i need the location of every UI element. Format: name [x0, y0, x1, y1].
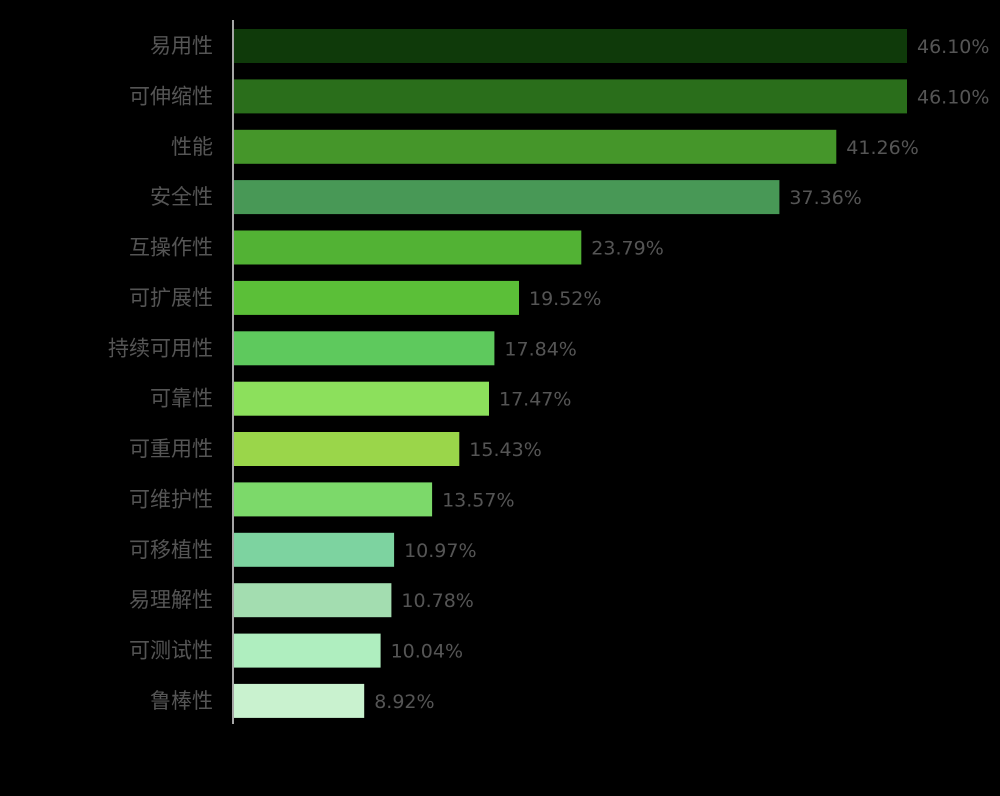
value-label-9: 13.57% [442, 489, 514, 511]
bar-0 [234, 29, 907, 63]
category-label-2: 性能 [171, 135, 213, 159]
value-label-0: 46.10% [917, 36, 989, 58]
category-label-11: 易理解性 [129, 588, 213, 612]
bar-13 [234, 683, 365, 718]
category-label-12: 可测试性 [129, 639, 213, 663]
bar-1 [234, 79, 907, 114]
bars-layer [234, 29, 907, 718]
category-label-1: 可伸缩性 [129, 84, 213, 108]
labels-layer: 易用性 46.10% 可伸缩性 46.10% 性能 41.26% 安全性 37.36% 互操作性… [108, 34, 989, 713]
category-label-6: 持续可用性 [108, 336, 213, 360]
value-label-4: 23.79% [591, 238, 663, 260]
bar-6 [234, 331, 495, 366]
bar-2 [234, 129, 837, 164]
value-label-3: 37.36% [789, 187, 861, 209]
bar-9 [234, 482, 433, 517]
category-label-9: 可维护性 [129, 487, 213, 511]
value-label-5: 19.52% [529, 288, 601, 310]
bar-12 [234, 633, 381, 668]
category-label-0: 易用性 [150, 34, 213, 58]
category-label-8: 可重用性 [129, 437, 213, 461]
bar-4 [234, 230, 582, 265]
value-label-1: 46.10% [917, 86, 989, 108]
category-label-4: 互操作性 [129, 236, 213, 260]
value-label-6: 17.84% [504, 338, 576, 360]
category-label-5: 可扩展性 [129, 286, 213, 310]
category-label-7: 可靠性 [150, 387, 213, 411]
bar-5 [234, 280, 519, 315]
bar-11 [234, 583, 392, 618]
value-label-2: 41.26% [846, 137, 918, 159]
bar-8 [234, 432, 460, 466]
bar-10 [234, 532, 395, 567]
bar-7 [234, 381, 489, 416]
category-label-10: 可移植性 [129, 538, 213, 562]
value-label-12: 10.04% [391, 641, 463, 663]
value-label-10: 10.97% [404, 540, 476, 562]
category-label-13: 鲁棒性 [150, 689, 213, 713]
bar-3 [234, 180, 780, 215]
value-label-8: 15.43% [469, 439, 541, 461]
value-label-7: 17.47% [499, 389, 571, 411]
value-label-11: 10.78% [401, 590, 473, 612]
value-label-13: 8.92% [374, 691, 434, 713]
category-label-3: 安全性 [150, 185, 213, 209]
